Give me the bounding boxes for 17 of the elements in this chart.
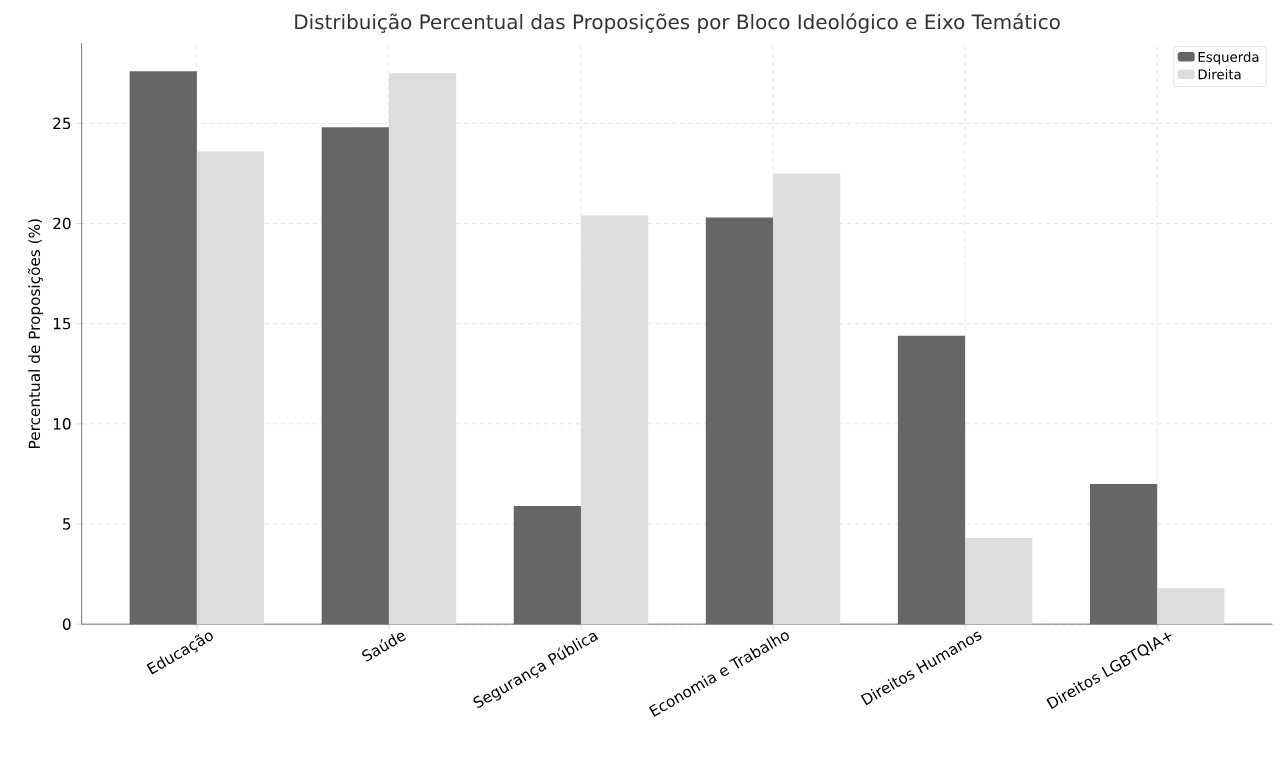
y-tick-label: 25 [53,117,71,130]
bar [965,538,1033,625]
bar [129,71,197,625]
bar [321,127,389,625]
y-tick-label: 5 [63,518,71,530]
bar [513,506,581,625]
y-tick-label: 15 [53,318,71,330]
chart-title: Distribuição Percentual das Proposições por Bloco Ideológico e Eixo Temático [295,13,1060,34]
legend-label: Esquerda [1198,51,1259,65]
bar [1089,484,1158,625]
bar [897,335,966,625]
legend-label: Direita [1198,69,1241,80]
y-tick-label: 10 [53,418,71,430]
y-axis-title: Percentual de Proposições (%) [28,219,44,449]
y-tick-label: 20 [53,217,71,230]
bar [705,217,774,625]
y-tick-label: 0 [62,618,71,631]
